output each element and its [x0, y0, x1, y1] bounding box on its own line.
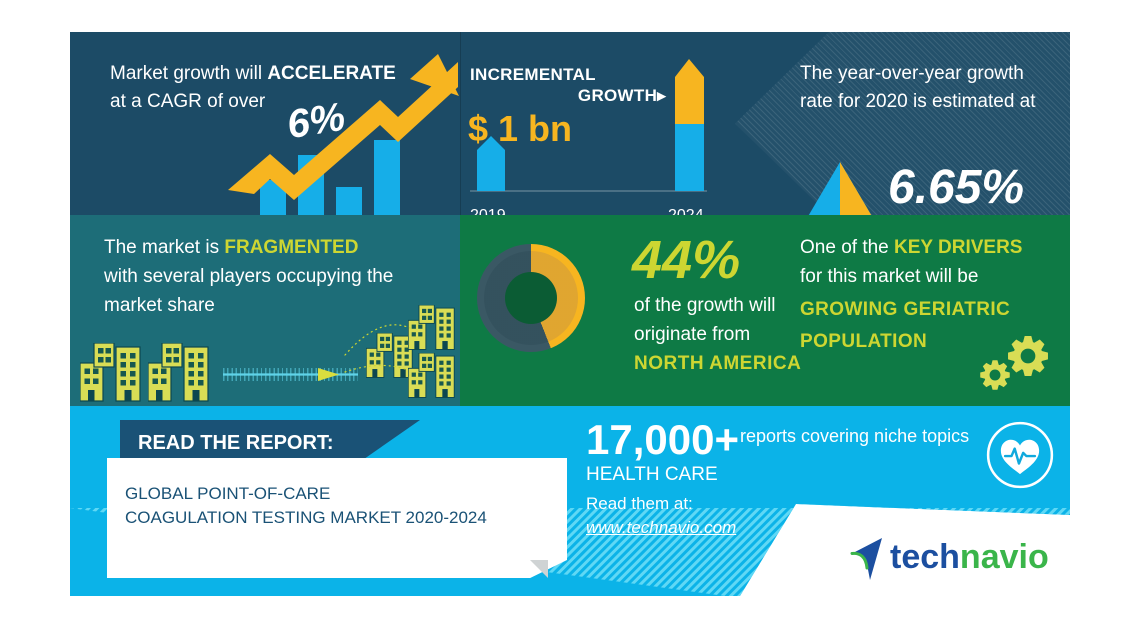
svg-text:technavio: technavio — [890, 538, 1049, 576]
